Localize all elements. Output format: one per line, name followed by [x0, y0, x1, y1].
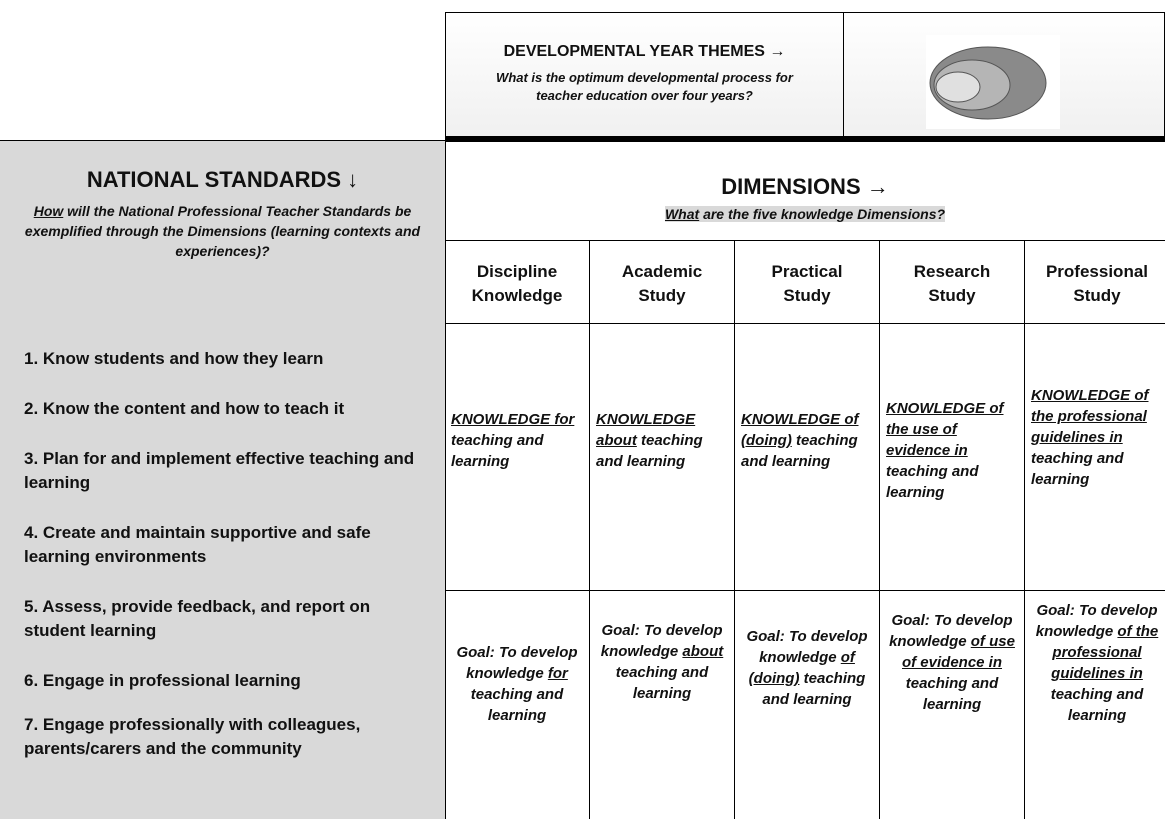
- text-run: teaching and learning: [1031, 450, 1124, 488]
- column-title: Academic Study: [621, 262, 703, 305]
- standards-title: NATIONAL STANDARDS ↓: [86, 167, 359, 192]
- text-run: teaching and learning: [451, 432, 544, 470]
- text-run: teaching and learning: [905, 675, 999, 713]
- column-title: Practical Study: [771, 262, 843, 305]
- text-run: teaching and learning: [741, 432, 858, 470]
- text-run: Goal: To develop knowledge: [600, 622, 723, 660]
- text-run: Goal: To develop knowledge: [456, 644, 578, 682]
- knowledge-cell: KNOWLEDGE of (doing) teaching and learni…: [735, 323, 880, 591]
- text-run: Goal: To develop knowledge: [889, 612, 1013, 650]
- standard-item: 1. Know students and how they learn: [24, 349, 324, 368]
- knowledge-cell: KNOWLEDGE for teaching and learning: [445, 323, 590, 591]
- standard-item: 5. Assess, provide feedback, and report …: [24, 597, 371, 640]
- text-run: Goal: To develop knowledge: [746, 628, 868, 666]
- knowledge-cell: KNOWLEDGE of the use of evidence in teac…: [880, 323, 1025, 591]
- column-header: Practical Study: [735, 240, 880, 324]
- text-run: teaching and learning: [470, 686, 564, 724]
- text-run: Goal: To develop knowledge: [1035, 602, 1158, 640]
- standards-header: NATIONAL STANDARDS ↓ How will the Nation…: [0, 140, 446, 324]
- text-run: KNOWLEDGE of (doing): [741, 411, 859, 449]
- dimensions-title: DIMENSIONS →: [721, 174, 889, 199]
- column-header: Academic Study: [590, 240, 735, 324]
- knowledge-cell: KNOWLEDGE about teaching and learning: [590, 323, 735, 591]
- themes-title: DEVELOPMENTAL YEAR THEMES →: [503, 43, 786, 60]
- text-run: teaching and learning: [762, 670, 866, 708]
- themes-text: DEVELOPMENTAL YEAR THEMES → What is the …: [446, 13, 844, 137]
- text-run: teaching and learning: [615, 664, 709, 702]
- standard-item: 2. Know the content and how to teach it: [24, 399, 345, 418]
- column-header: Discipline Knowledge: [445, 240, 590, 324]
- knowledge-cell: KNOWLEDGE of the professional guidelines…: [1025, 323, 1165, 591]
- standards-list: 1. Know students and how they learn 2. Kn…: [0, 323, 446, 819]
- dimensions-header: DIMENSIONS → What are the five knowledge…: [445, 140, 1165, 241]
- text-run: teaching and learning: [886, 463, 979, 501]
- text-run: How: [33, 203, 64, 219]
- text-run: of (doing): [748, 649, 855, 687]
- column-title: Discipline Knowledge: [471, 262, 563, 305]
- goal-cell: Goal: To develop knowledge of use of evi…: [880, 590, 1025, 819]
- text-run: are the five knowledge Dimensions?: [699, 206, 946, 222]
- standard-item: 4. Create and maintain supportive and sa…: [24, 523, 371, 566]
- goal-cell: Goal: To develop knowledge of (doing) te…: [735, 590, 880, 819]
- text-run: teaching and learning: [1050, 686, 1144, 724]
- text-run: of the professional guidelines in: [1051, 623, 1159, 682]
- text-run: KNOWLEDGE of the professional guidelines…: [1031, 387, 1149, 446]
- goal-cell: Goal: To develop knowledge of the profes…: [1025, 590, 1165, 819]
- dimensions-question: What are the five knowledge Dimensions?: [445, 206, 1165, 222]
- text-run: KNOWLEDGE about: [596, 411, 696, 449]
- column-title: Research Study: [913, 262, 991, 305]
- standard-item: 7. Engage professionally with colleagues…: [24, 715, 361, 758]
- column-header: Professional Study: [1025, 240, 1165, 324]
- text-run: KNOWLEDGE for: [451, 411, 575, 428]
- standards-question: How will the National Professional Teach…: [20, 201, 425, 261]
- column-header: Research Study: [880, 240, 1025, 324]
- themes-diagram: [926, 35, 1060, 129]
- goal-cell: Goal: To develop knowledge for teaching …: [445, 590, 590, 819]
- text-run: KNOWLEDGE of the use of evidence in: [886, 400, 1004, 459]
- standard-item: 6. Engage in professional learning: [24, 671, 301, 690]
- text-run: about: [682, 643, 724, 660]
- question-text: What are the five knowledge Dimensions?: [664, 206, 946, 222]
- standard-item: 3. Plan for and implement effective teac…: [24, 449, 415, 492]
- goal-cell: Goal: To develop knowledge about teachin…: [590, 590, 735, 819]
- column-title: Professional Study: [1045, 262, 1149, 305]
- text-run: for: [547, 665, 568, 682]
- text-run: will the National Professional Teacher S…: [24, 203, 421, 259]
- text-run: teaching and learning: [596, 432, 703, 470]
- text-run: What: [664, 206, 700, 222]
- themes-question: What is the optimum developmental proces…: [496, 70, 793, 103]
- themes-box: DEVELOPMENTAL YEAR THEMES → What is the …: [445, 12, 1165, 142]
- text-run: of use of evidence in: [901, 633, 1015, 671]
